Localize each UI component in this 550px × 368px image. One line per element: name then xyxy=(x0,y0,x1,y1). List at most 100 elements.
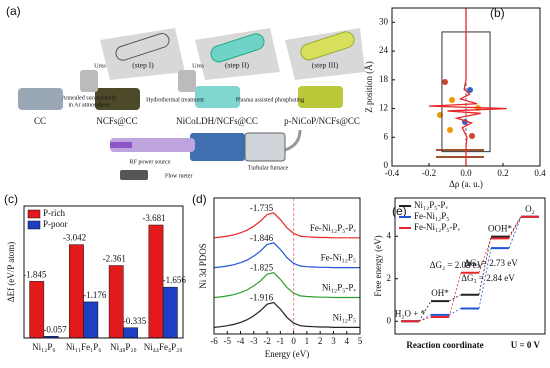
delta-g-label: ΔG₃ = 2.73 eV xyxy=(464,258,518,268)
x-tick-label: 0.0 xyxy=(460,168,472,178)
x-tick-label: 1 xyxy=(305,336,310,346)
connector xyxy=(448,294,462,302)
y-axis-label: Z position (Å) xyxy=(364,61,374,113)
x-tick-label: -0.4 xyxy=(385,168,400,178)
reagent-label: Urea xyxy=(192,63,204,69)
x-axis-label: Δρ (a. u.) xyxy=(449,179,483,189)
bar xyxy=(83,301,99,339)
process-label: in Ar atmosphere xyxy=(68,102,110,108)
connector xyxy=(448,272,462,318)
connector xyxy=(508,216,522,239)
reagent-label: Urea xyxy=(94,63,106,69)
axes-frame xyxy=(391,7,541,167)
state-label: OOH* xyxy=(488,224,512,234)
equipment-label: Flow meter xyxy=(165,173,193,179)
x-tick-label: Ni₁₂P₆ xyxy=(32,342,55,352)
process-label: Plasma assisted phosphating xyxy=(236,97,304,103)
data-label: -3.042 xyxy=(63,233,86,243)
y-tick-label: 30 xyxy=(379,16,389,26)
furnace xyxy=(190,133,245,161)
x-tick-label: -1 xyxy=(277,336,285,346)
x-tick-label: 2 xyxy=(318,336,323,346)
data-label: -1.176 xyxy=(83,290,107,300)
autoclave xyxy=(178,70,196,92)
legend-label: P-poor xyxy=(43,219,68,229)
y-axis-label: Free energy (eV) xyxy=(373,235,383,296)
state-label: O₂ xyxy=(525,204,535,214)
x-tick-label: -3 xyxy=(250,336,258,346)
y-tick-label: 4 xyxy=(387,230,392,240)
ncfs-cloth xyxy=(95,88,140,110)
plasma-coil xyxy=(110,142,132,148)
atom xyxy=(447,127,453,133)
pdos-curve xyxy=(213,301,360,328)
quartz-tube xyxy=(110,138,195,152)
band-center-label: -1.916 xyxy=(250,293,274,303)
x-tick-label: 5 xyxy=(358,336,363,346)
nanotube xyxy=(115,33,170,61)
material-label: CC xyxy=(34,116,46,126)
nanotube xyxy=(300,31,355,61)
data-label: -0.335 xyxy=(123,316,147,326)
bar xyxy=(162,286,178,339)
x-tick-label: 0 xyxy=(291,336,296,346)
legend-swatch xyxy=(27,220,41,230)
legend-label: Fe-Ni₁₂P₅ xyxy=(414,211,449,221)
equipment-label: RF power source xyxy=(130,159,171,165)
atom xyxy=(467,87,473,93)
panel-label: (a) xyxy=(6,4,21,18)
atom xyxy=(469,133,475,139)
legend-swatch xyxy=(27,209,41,219)
x-tick-label: Ni₁₁Fe₁P₆ xyxy=(66,342,102,352)
step-label: (step III) xyxy=(312,61,339,70)
data-label: -1.845 xyxy=(23,269,47,279)
delta-g-label: ΔG₃ = 2.84 eV xyxy=(461,273,515,283)
atom xyxy=(442,79,448,85)
y-tick-label: 6 xyxy=(384,131,389,141)
x-tick-label: -5 xyxy=(224,336,232,346)
flow-meter xyxy=(120,170,148,180)
carbon-cloth xyxy=(18,88,63,110)
step-label: (step I) xyxy=(132,61,154,70)
x-tick-label: Ni₄₈P₂₀ xyxy=(110,342,137,352)
connector xyxy=(478,236,492,295)
x-tick-label: -0.2 xyxy=(422,168,436,178)
nicop-cloth xyxy=(298,86,343,108)
band-center-label: -1.846 xyxy=(250,233,274,243)
panel-label: (e) xyxy=(392,204,407,218)
process-label: Hydrothermal treatment xyxy=(146,97,204,103)
x-tick-label: 4 xyxy=(344,336,349,346)
y-axis-label: Ni 3d PDOS xyxy=(198,243,208,289)
pdos-curve xyxy=(213,271,360,299)
step-label: (step II) xyxy=(225,61,249,70)
x-tick-label: -6 xyxy=(210,336,218,346)
x-tick-label: 3 xyxy=(331,336,336,346)
band-center-label: -1.825 xyxy=(250,263,274,273)
x-tick-label: 0.2 xyxy=(497,168,508,178)
data-label: -3.681 xyxy=(142,213,165,223)
state-label: OH* xyxy=(431,288,449,298)
material-label: NCFs@CC xyxy=(96,116,137,126)
axes-frame xyxy=(213,197,361,335)
material-label: NiCoLDH/NCFs@CC xyxy=(176,116,258,126)
crucible xyxy=(80,70,98,92)
data-label: -0.057 xyxy=(43,324,67,334)
series-label: Fe-Ni₁₂P₅-Pᵥ xyxy=(310,223,356,233)
material-label: p-NiCoP/NCFs@CC xyxy=(284,116,360,126)
series-label: Fe-Ni₁₂P₅ xyxy=(321,253,356,263)
y-tick-label: 0 xyxy=(387,315,392,325)
y-axis-label: ΔEf (eV/P atom) xyxy=(6,242,16,302)
panel-label: (b) xyxy=(490,6,505,20)
atom xyxy=(449,97,455,103)
data-label: -2.361 xyxy=(103,254,126,264)
bar xyxy=(123,327,138,339)
legend-label: Ni₁₂P₅-Pᵥ xyxy=(414,200,448,210)
x-axis-label: Energy (eV) xyxy=(265,349,310,359)
nanotube xyxy=(210,33,265,63)
equipment-label: Turbular furnace xyxy=(248,164,289,171)
panel-label: (c) xyxy=(4,192,18,206)
controller xyxy=(244,132,286,162)
condition-label: U = 0 V xyxy=(511,340,541,350)
